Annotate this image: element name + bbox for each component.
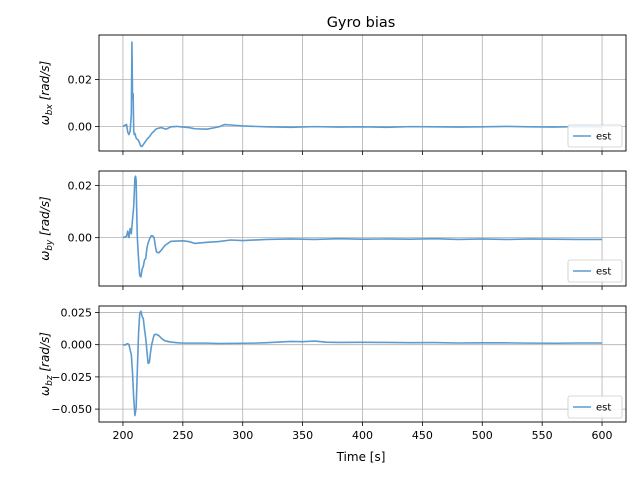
y-label-unit: [rad/s] bbox=[38, 60, 52, 104]
legend: est bbox=[567, 124, 623, 148]
x-tick-label: 600 bbox=[592, 429, 613, 442]
y-axis-label: ωby [rad/s] bbox=[38, 196, 55, 261]
series-line-3-1 bbox=[122, 310, 603, 417]
y-label-subscript: bz bbox=[45, 375, 55, 386]
legend-label: est bbox=[596, 132, 611, 143]
x-tick-label: 200 bbox=[112, 429, 133, 442]
legend-box bbox=[567, 395, 623, 419]
y-label-subscript: bx bbox=[45, 103, 55, 115]
legend-label: est bbox=[596, 267, 611, 278]
y-label-symbol: ω bbox=[38, 251, 52, 261]
y-tick-label: 0.025 bbox=[61, 306, 93, 319]
legend-box bbox=[567, 259, 623, 283]
y-tick-label: 0.000 bbox=[61, 339, 93, 352]
legend: est bbox=[567, 259, 623, 283]
x-tick-label: 500 bbox=[472, 429, 493, 442]
subplot-3: 200 250 300 350 400 450 500 550 600 0.025 0.000 −0.… bbox=[38, 305, 627, 442]
y-tick-label: −0.025 bbox=[51, 371, 92, 384]
y-axis-label: ωbx [rad/s] bbox=[38, 60, 55, 125]
x-tick-label: 300 bbox=[232, 429, 253, 442]
subplot-1: 0.00 0.02 ωbx [rad/s] est bbox=[38, 34, 627, 155]
chart-title: Gyro bias bbox=[327, 15, 396, 31]
y-tick-label: 0.00 bbox=[68, 120, 93, 133]
x-tick-label: 550 bbox=[532, 429, 553, 442]
legend: est bbox=[567, 395, 623, 419]
series-line-1-1 bbox=[122, 41, 603, 148]
y-label-symbol: ω bbox=[38, 386, 52, 396]
y-tick-label: 0.02 bbox=[68, 179, 93, 192]
x-tick-label: 250 bbox=[172, 429, 193, 442]
y-label-unit: [rad/s] bbox=[38, 196, 52, 240]
y-label-unit: [rad/s] bbox=[38, 332, 52, 376]
series-line-2-1 bbox=[122, 175, 603, 278]
y-tick-label: 0.00 bbox=[68, 232, 93, 245]
x-tick-label: 350 bbox=[292, 429, 313, 442]
subplot-2: 0.00 0.02 ωby [rad/s] est bbox=[38, 170, 627, 290]
y-axis-label: ωbz [rad/s] bbox=[38, 332, 55, 396]
y-label-subscript: by bbox=[45, 239, 55, 251]
x-axis-label: Time [s] bbox=[336, 450, 386, 464]
y-label-symbol: ω bbox=[38, 115, 52, 125]
legend-label: est bbox=[596, 403, 611, 414]
x-tick-label: 400 bbox=[352, 429, 373, 442]
legend-box bbox=[567, 124, 623, 148]
y-tick-label: −0.050 bbox=[51, 403, 92, 416]
x-tick-label: 450 bbox=[412, 429, 433, 442]
y-tick-label: 0.02 bbox=[68, 74, 93, 87]
